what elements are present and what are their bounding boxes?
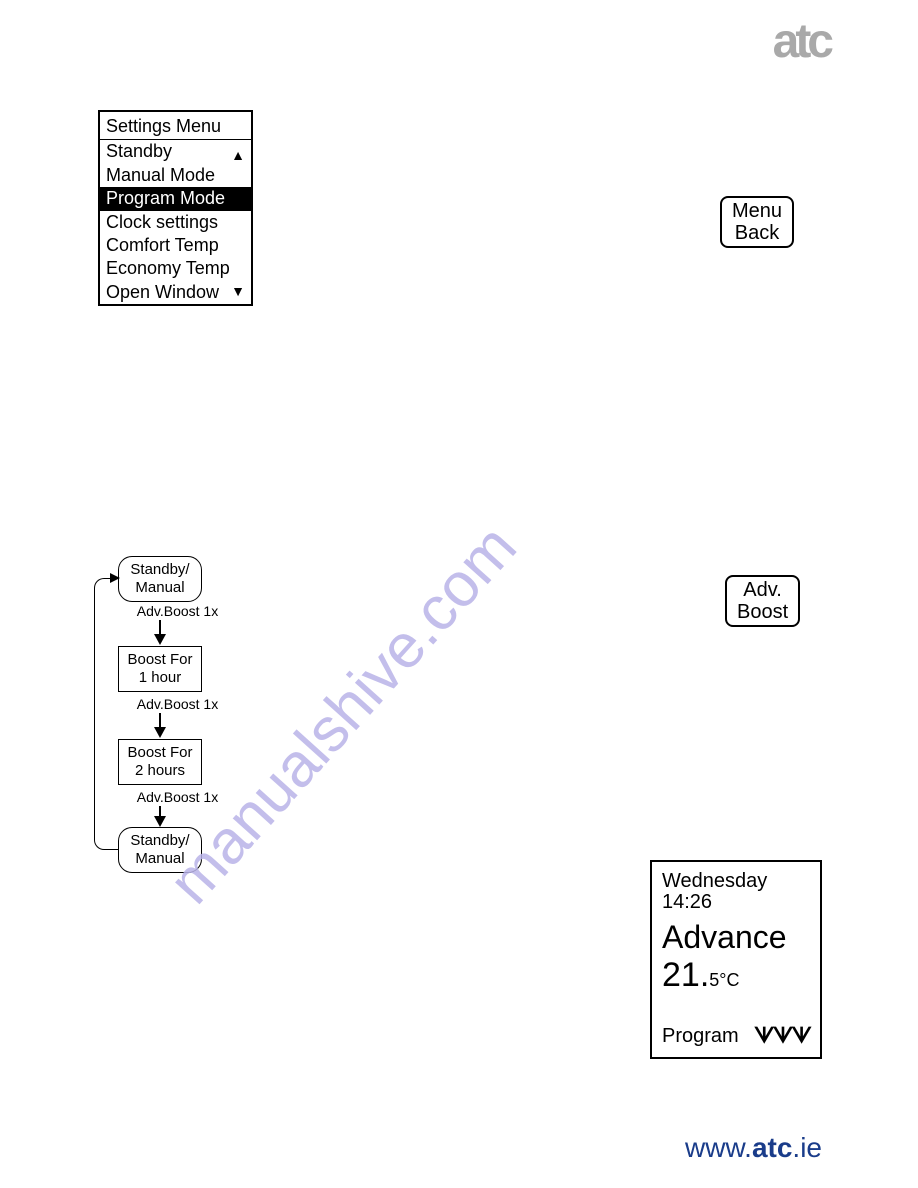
btn-label: Menu xyxy=(732,200,782,222)
brand-logo: atc xyxy=(773,14,830,69)
scroll-up-icon: ▲ xyxy=(231,146,245,164)
flow-loop-connector xyxy=(94,578,118,850)
menu-item-program[interactable]: Program Mode xyxy=(100,187,251,210)
edge-label: Adv.Boost 1x xyxy=(100,603,255,619)
settings-menu-title: Settings Menu xyxy=(100,112,251,140)
url-suffix: .ie xyxy=(792,1132,822,1163)
display-temp: 21.5°C xyxy=(662,956,810,995)
btn-label: Boost xyxy=(737,601,788,623)
node-label: 2 hours xyxy=(127,762,193,780)
menu-item-economy[interactable]: Economy Temp xyxy=(100,257,251,280)
menu-item-label: Standby xyxy=(106,141,172,161)
footer-url: www.atc.ie xyxy=(685,1132,822,1164)
display-program-label: Program xyxy=(662,1025,739,1048)
flow-node-standby-top: Standby/ Manual xyxy=(118,556,202,602)
arrow-right-icon xyxy=(110,573,120,583)
flow-node-boost1: Boost For 1 hour xyxy=(118,646,202,692)
node-label: Standby/ xyxy=(127,561,193,579)
temp-whole: 21. xyxy=(662,956,709,994)
node-label: 1 hour xyxy=(127,669,193,687)
display-mode: Advance xyxy=(662,919,810,956)
flow-node-standby-bottom: Standby/ Manual xyxy=(118,827,202,873)
menu-item-openwindow[interactable]: Open Window ▼ xyxy=(100,281,251,304)
adv-boost-button[interactable]: Adv. Boost xyxy=(725,575,800,627)
node-label: Standby/ xyxy=(127,832,193,850)
boost-flowchart: Standby/ Manual Adv.Boost 1x Boost For 1… xyxy=(100,556,255,876)
url-prefix: www. xyxy=(685,1132,752,1163)
temp-frac: 5°C xyxy=(709,970,739,990)
btn-label: Adv. xyxy=(737,579,788,601)
arrow-down-icon xyxy=(154,816,166,827)
menu-back-button[interactable]: Menu Back xyxy=(720,196,794,248)
node-label: Boost For xyxy=(127,744,193,762)
settings-menu: Settings Menu Standby ▲ Manual Mode Prog… xyxy=(98,110,253,306)
btn-label: Back xyxy=(732,222,782,244)
menu-item-manual[interactable]: Manual Mode xyxy=(100,164,251,187)
menu-item-clock[interactable]: Clock settings xyxy=(100,211,251,234)
menu-item-standby[interactable]: Standby ▲ xyxy=(100,140,251,163)
lcd-display: Wednesday 14:26 Advance 21.5°C Program ᗐ… xyxy=(650,860,822,1059)
scroll-down-icon: ▼ xyxy=(231,282,245,300)
edge-label: Adv.Boost 1x xyxy=(100,696,255,712)
display-time: 14:26 xyxy=(662,893,810,911)
edge-label: Adv.Boost 1x xyxy=(100,789,255,805)
node-label: Boost For xyxy=(127,651,193,669)
arrow-down-icon xyxy=(154,634,166,645)
url-bold: atc xyxy=(752,1132,792,1163)
display-day: Wednesday xyxy=(662,870,810,893)
flow-node-boost2: Boost For 2 hours xyxy=(118,739,202,785)
node-label: Manual xyxy=(127,850,193,868)
arrow-down-icon xyxy=(154,727,166,738)
menu-item-label: Open Window xyxy=(106,282,219,302)
menu-item-comfort[interactable]: Comfort Temp xyxy=(100,234,251,257)
heating-icon: ᗐᗐᗐ xyxy=(754,1023,810,1049)
node-label: Manual xyxy=(127,579,193,597)
